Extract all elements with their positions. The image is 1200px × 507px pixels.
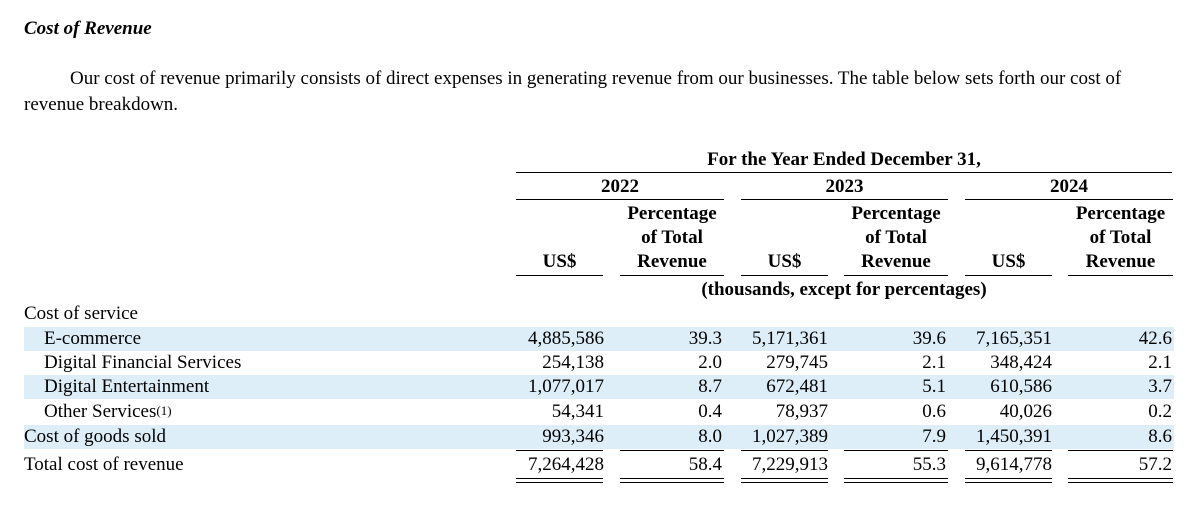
year-2024-rule: [965, 199, 1173, 200]
pct-2024-value: 57.2: [1138, 454, 1172, 475]
usd-2022-value: 993,346: [542, 426, 604, 447]
pct-header-line3: Revenue: [861, 251, 931, 272]
pct-2024-value: 42.6: [1138, 328, 1172, 349]
pct-header-line2: of Total: [641, 227, 703, 248]
pct-2024-value: 8.6: [1148, 426, 1172, 447]
pct-header-2023: Percentage of Total Revenue: [844, 202, 948, 274]
subtotal-rule: [620, 450, 724, 451]
pct-2022-rule: [620, 275, 724, 276]
row-label: Digital Entertainment: [44, 376, 210, 397]
usd-2023-value: 279,745: [766, 352, 828, 373]
year-2024: 2024: [1050, 176, 1088, 197]
usd-2024-rule: [965, 275, 1052, 276]
row-label-text: Other Services: [44, 401, 157, 422]
usd-2023-value: 7,229,913: [752, 454, 828, 475]
usd-2024-value: 348,424: [990, 352, 1052, 373]
pct-2023-value: 0.6: [922, 401, 946, 422]
pct-2023-value: 55.3: [912, 454, 946, 475]
usd-header-2024: US$: [991, 251, 1026, 272]
pct-header-line1: Percentage: [1075, 203, 1166, 224]
usd-2024-value: 610,586: [990, 376, 1052, 397]
usd-2023-value: 5,171,361: [752, 328, 828, 349]
pct-header-line1: Percentage: [627, 203, 717, 224]
row-label: Cost of service: [24, 303, 138, 324]
pct-2024-value: 2.1: [1148, 352, 1172, 373]
table-row-total: Total cost of revenue 7,264,428 58.4 7,2…: [24, 453, 1174, 477]
pct-2022-value: 58.4: [688, 454, 722, 475]
usd-2022-value: 1,077,017: [528, 376, 604, 397]
usd-2023-rule: [741, 275, 828, 276]
year-2023: 2023: [825, 176, 864, 197]
pct-header-line2: of Total: [865, 227, 927, 248]
total-double-rule: [844, 478, 948, 483]
intro-text: Our cost of revenue primarily consists o…: [24, 68, 1122, 115]
footnote-marker: (1): [156, 403, 172, 418]
usd-header-2022: US$: [542, 251, 577, 272]
pct-2022-value: 2.0: [698, 352, 722, 373]
usd-2022-value: 254,138: [542, 352, 604, 373]
year-2022: 2022: [601, 176, 639, 197]
usd-2022-rule: [516, 275, 603, 276]
pct-2024-value: 3.7: [1148, 376, 1172, 397]
pct-2023-value: 7.9: [922, 426, 946, 447]
pct-header-line3: Revenue: [637, 251, 707, 272]
row-label: Total cost of revenue: [24, 454, 184, 475]
row-label: E-commerce: [44, 328, 142, 349]
table-row: Other Services(1) 54,341 0.4 78,937 0.6 …: [24, 400, 1174, 424]
table-row: Cost of goods sold 993,346 8.0 1,027,389…: [24, 425, 1174, 449]
pct-header-line1: Percentage: [851, 203, 941, 224]
subtotal-rule: [844, 450, 948, 451]
usd-header-2023: US$: [767, 251, 802, 272]
total-double-rule: [965, 478, 1052, 483]
table-row: E-commerce 4,885,586 39.3 5,171,361 39.6…: [24, 327, 1174, 351]
row-label: Other Services(1): [44, 400, 172, 424]
subtotal-rule: [965, 450, 1052, 451]
pct-2022-value: 8.0: [698, 426, 722, 447]
intro-paragraph: Our cost of revenue primarily consists o…: [24, 66, 1174, 118]
total-double-rule: [516, 478, 603, 483]
usd-2023-value: 78,937: [775, 401, 828, 422]
pct-2022-value: 0.4: [698, 401, 722, 422]
usd-2023-value: 672,481: [766, 376, 828, 397]
year-2022-rule: [516, 199, 724, 200]
pct-2023-value: 2.1: [922, 352, 946, 373]
usd-2023-value: 1,027,389: [752, 426, 828, 447]
usd-2024-value: 40,026: [999, 401, 1052, 422]
pct-2023-value: 39.6: [912, 328, 946, 349]
pct-header-line3: Revenue: [1085, 251, 1156, 272]
total-double-rule: [620, 478, 724, 483]
subtotal-rule: [516, 450, 603, 451]
total-double-rule: [741, 478, 828, 483]
section-title: Cost of Revenue: [24, 18, 152, 39]
pct-header-2022: Percentage of Total Revenue: [620, 202, 724, 274]
pct-2023-value: 5.1: [922, 376, 946, 397]
row-label: Cost of goods sold: [24, 426, 166, 447]
table-row: Cost of service: [24, 302, 1174, 326]
table-row: Digital Financial Services 254,138 2.0 2…: [24, 351, 1174, 375]
units-note: (thousands, except for percentages): [701, 279, 987, 300]
subtotal-rule: [741, 450, 828, 451]
table-row: Digital Entertainment 1,077,017 8.7 672,…: [24, 375, 1174, 399]
row-label: Digital Financial Services: [44, 352, 242, 373]
total-double-rule: [1068, 478, 1173, 483]
pct-header-line2: of Total: [1089, 227, 1152, 248]
pct-2024-rule: [1068, 275, 1173, 276]
usd-2022-value: 54,341: [551, 401, 604, 422]
pct-2022-value: 8.7: [698, 376, 722, 397]
period-header-rule: [516, 172, 1172, 173]
pct-2024-value: 0.2: [1148, 401, 1172, 422]
usd-2024-value: 1,450,391: [976, 426, 1052, 447]
usd-2024-value: 9,614,778: [976, 454, 1052, 475]
subtotal-rule: [1068, 450, 1173, 451]
period-header: For the Year Ended December 31,: [707, 149, 981, 170]
pct-2023-rule: [844, 275, 948, 276]
usd-2022-value: 7,264,428: [528, 454, 604, 475]
pct-2022-value: 39.3: [688, 328, 722, 349]
pct-header-2024: Percentage of Total Revenue: [1068, 202, 1173, 274]
usd-2024-value: 7,165,351: [976, 328, 1052, 349]
year-2023-rule: [741, 199, 948, 200]
usd-2022-value: 4,885,586: [528, 328, 604, 349]
